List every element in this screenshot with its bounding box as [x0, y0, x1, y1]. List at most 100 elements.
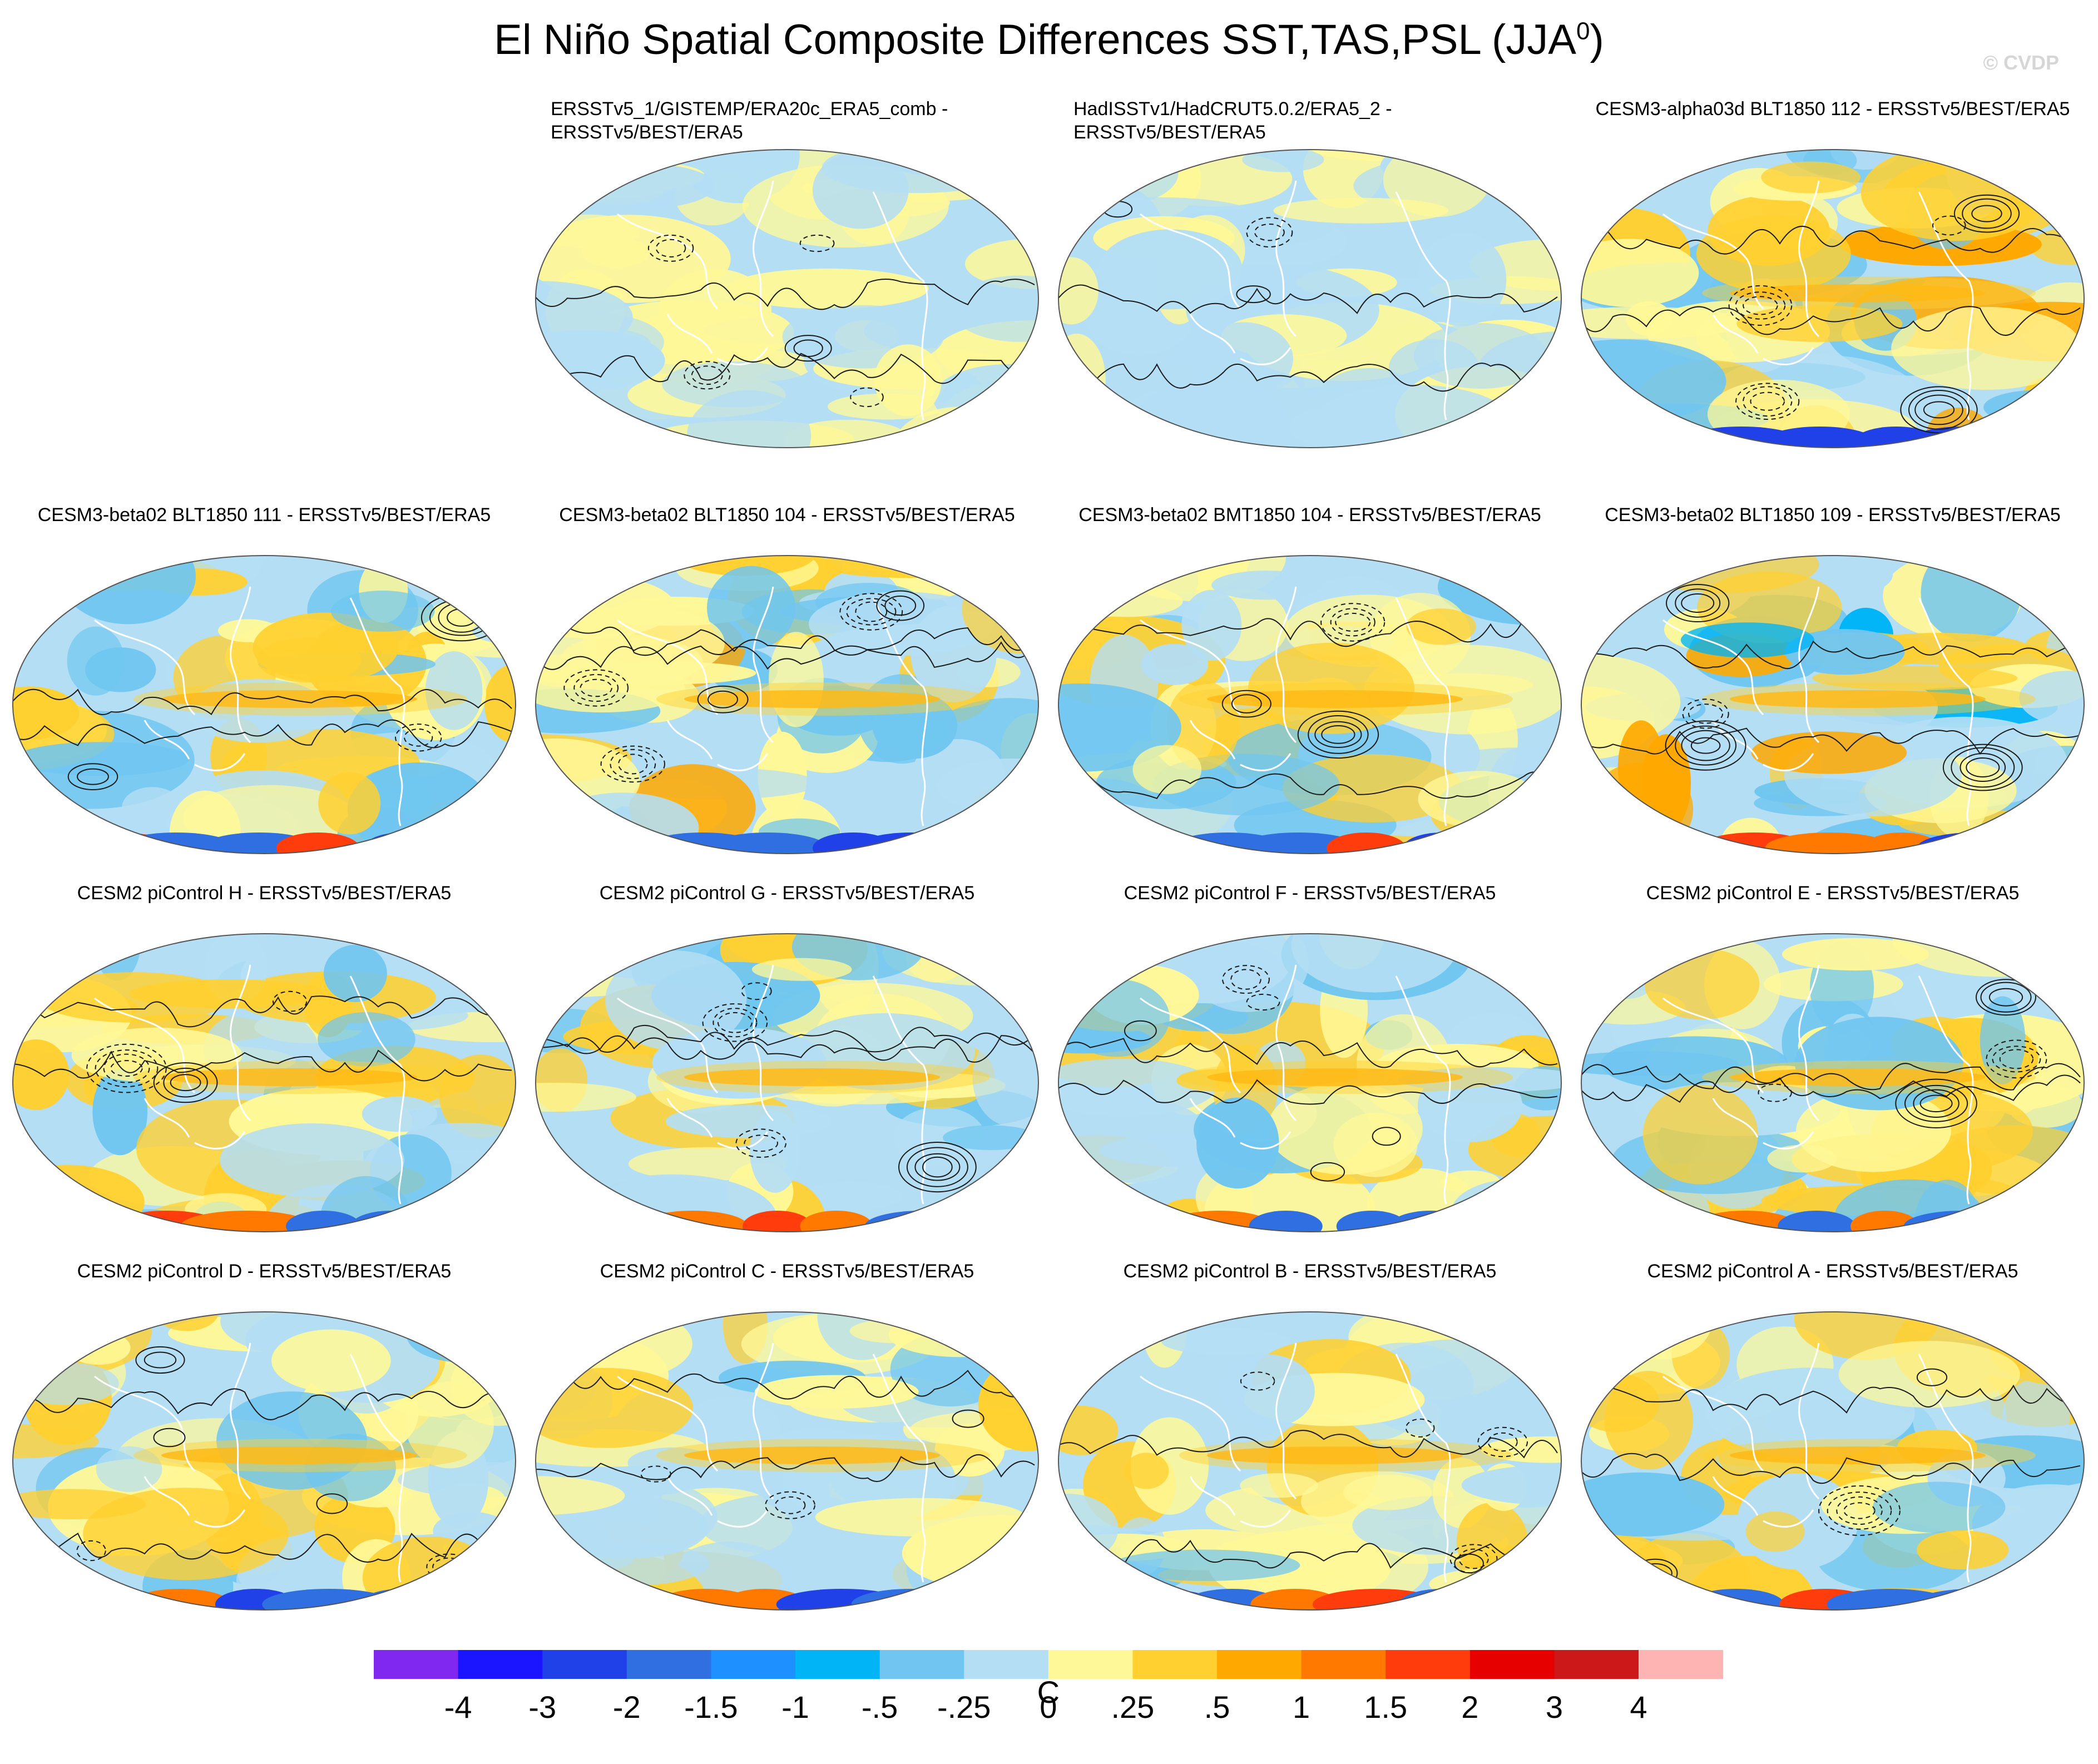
globe-map — [1058, 1311, 1562, 1611]
anomaly-blob — [425, 651, 483, 730]
anomaly-blob — [1291, 934, 1458, 993]
psl-contour — [1904, 1084, 1968, 1122]
psl-contour-line — [13, 1533, 512, 1563]
coastline — [666, 720, 713, 760]
psl-contour — [1405, 1418, 1435, 1438]
coastline — [1240, 1509, 1292, 1528]
panel-title: CESM3-beta02 BLT1850 109 - ERSSTv5/BEST/… — [1605, 504, 2061, 526]
anomaly-blob — [1111, 1549, 1300, 1581]
map-panel: CESM2 piControl A - ERSSTv5/BEST/ERA5 — [1574, 1260, 2091, 1616]
anomaly-blob — [1680, 622, 1814, 658]
colorbar-box — [1048, 1650, 1133, 1679]
anomaly-blob — [893, 1107, 985, 1167]
coastline — [1763, 347, 1814, 365]
equatorial-warm-band — [1730, 1446, 1986, 1464]
panel-title: CESM3-beta02 BLT1850 111 - ERSSTv5/BEST/… — [37, 504, 491, 526]
equatorial-warm-halo — [656, 1439, 990, 1472]
coastline — [230, 1342, 251, 1500]
psl-contour-line — [536, 279, 1035, 310]
coastline — [666, 1476, 713, 1516]
map-panel: CESM2 piControl B - ERSSTv5/BEST/ERA5 — [1051, 1260, 1568, 1616]
psl-contour — [1758, 1083, 1792, 1102]
coastline — [666, 1098, 713, 1138]
colorbar-box — [374, 1650, 459, 1679]
anomaly-blob — [1972, 1484, 2084, 1564]
coastline — [666, 314, 713, 354]
psl-contour — [1750, 392, 1785, 411]
psl-contour-line — [536, 353, 1035, 384]
psl-contour-line — [13, 1388, 512, 1420]
coastline — [1240, 753, 1292, 771]
psl-contour — [1681, 730, 1730, 761]
coastline — [753, 964, 774, 1122]
anomaly-blob — [318, 772, 381, 835]
antarctic-anomaly — [1249, 1211, 1323, 1232]
coastline — [144, 1476, 190, 1516]
antarctic-anomaly — [800, 1211, 873, 1232]
coastline — [1662, 1375, 1764, 1472]
psl-contour — [784, 335, 832, 362]
map-panel: ERSSTv5_1/GISTEMP/ERA20c_ERA5_comb - ERS… — [528, 97, 1046, 453]
globe-map — [1581, 555, 2085, 854]
anomaly-blob — [1891, 306, 2082, 390]
antarctic-anomaly — [180, 1211, 313, 1232]
colorbar-tick-label: -4 — [444, 1689, 472, 1725]
colorbar-tick-label: .25 — [1111, 1689, 1154, 1725]
colorbar-tick-label: -3 — [528, 1689, 556, 1725]
psl-contour — [718, 1012, 753, 1033]
antarctic-anomaly — [1765, 833, 1894, 854]
colorbar-tick-label: 1.5 — [1364, 1689, 1407, 1725]
psl-contour — [135, 1346, 185, 1374]
colorbar-tick-label: 3 — [1546, 1689, 1563, 1725]
main-title-text: El Niño Spatial Composite Differences SS… — [494, 16, 1577, 63]
equatorial-warm-halo — [1702, 276, 2036, 310]
anomaly-blob — [1220, 1354, 1315, 1428]
anomaly-blob — [1795, 1017, 1963, 1111]
panel-title: CESM3-beta02 BLT1850 104 - ERSSTv5/BEST/… — [559, 504, 1015, 526]
coastline — [230, 964, 251, 1122]
coastline — [1189, 314, 1236, 354]
map-border — [12, 933, 516, 1232]
map-border — [1581, 555, 2085, 854]
map-border — [1581, 1311, 2085, 1611]
panel-title: CESM3-alpha03d BLT1850 112 - ERSSTv5/BES… — [1595, 98, 2070, 120]
map-panel: CESM3-beta02 BMT1850 104 - ERSSTv5/BEST/… — [1051, 503, 1568, 859]
anomaly-blob — [2019, 671, 2084, 725]
anomaly-blob — [1481, 1436, 1561, 1463]
anomaly-blob — [687, 390, 812, 448]
psl-contour — [1231, 694, 1262, 713]
colorbar-unit-label: C — [1037, 1674, 1060, 1710]
anomaly-blob — [1099, 229, 1243, 310]
panel-title: CESM2 piControl E - ERSSTv5/BEST/ERA5 — [1646, 883, 2020, 904]
main-title-superscript: 0 — [1576, 17, 1590, 45]
psl-contour — [1923, 401, 1955, 419]
psl-contour — [153, 1428, 186, 1448]
equatorial-warm-band — [161, 1068, 417, 1086]
panel-title: CESM2 piControl D - ERSSTv5/BEST/ERA5 — [77, 1261, 452, 1282]
coastline — [94, 1375, 196, 1472]
psl-contour — [610, 749, 656, 780]
coastline — [1918, 975, 1974, 1205]
coastline — [1189, 1476, 1236, 1516]
antarctic-anomaly — [1236, 833, 1361, 854]
psl-contour — [876, 590, 925, 621]
anomaly-blob — [1240, 1473, 1318, 1498]
equatorial-warm-halo — [1179, 682, 1513, 716]
anomaly-blob — [169, 790, 241, 854]
globe-map — [12, 1311, 516, 1611]
coastline — [1275, 180, 1297, 338]
map-border — [1058, 1311, 1562, 1611]
coastline — [144, 720, 190, 760]
psl-contour — [922, 1156, 953, 1178]
anomaly-blob — [552, 1496, 709, 1559]
psl-contour — [1690, 737, 1721, 754]
colorbar-box — [1386, 1650, 1471, 1679]
coastline — [617, 1375, 719, 1472]
psl-contour — [799, 234, 835, 252]
antarctic-anomaly — [742, 1211, 812, 1232]
panel-title: CESM2 piControl B - ERSSTv5/BEST/ERA5 — [1123, 1261, 1497, 1282]
colorbar-box — [795, 1650, 880, 1679]
coastline — [1395, 975, 1451, 1205]
psl-contour-line — [13, 719, 512, 749]
coastline — [1189, 720, 1236, 760]
